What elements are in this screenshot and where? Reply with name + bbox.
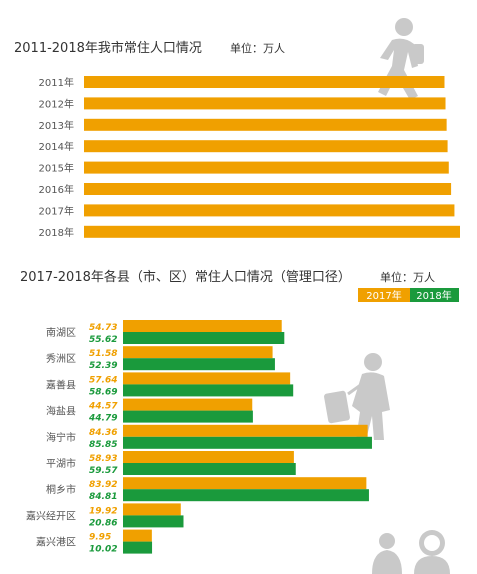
y-tick-label: 秀洲区: [46, 353, 76, 365]
bar-2018-0: [123, 332, 285, 344]
data-label: 453.10: [85, 79, 121, 89]
data-label: 461.40: [85, 186, 121, 196]
bar-total-7: [84, 225, 460, 238]
bar-2018-7: [123, 515, 184, 528]
chart2-title: 2017-2018年各县（市、区）常住人口情况（管理口径）: [20, 269, 351, 285]
bar-total-4: [84, 161, 449, 174]
y-tick-label: 海宁市: [46, 431, 76, 444]
chart2-plot: 南湖区 54.73 55.62 秀洲区 51.58 52.39 嘉善县 57.64 58.69 海…: [26, 320, 372, 555]
data-label: 44.57: [88, 402, 118, 412]
y-tick-label: 2018年: [39, 226, 74, 239]
legend-swatch-2018: [410, 288, 459, 302]
bar-2017-1: [123, 346, 273, 359]
y-tick-label: 2011年: [39, 76, 74, 89]
y-tick-label: 桐乡市: [46, 483, 76, 496]
data-label: 20.86: [89, 518, 117, 528]
data-label: 83.92: [89, 480, 117, 490]
y-tick-label: 2014年: [39, 140, 74, 153]
bar-total-0: [84, 76, 445, 88]
y-tick-label: 海盐县: [46, 405, 76, 418]
data-label: 472.60: [85, 229, 121, 239]
data-label: 10.02: [89, 545, 117, 555]
bar-2018-4: [123, 436, 372, 449]
bar-2017-3: [123, 398, 253, 411]
data-label: 455.80: [85, 122, 121, 132]
bar-2017-4: [123, 424, 368, 437]
data-label: 52.39: [89, 361, 117, 371]
y-tick-label: 南湖区: [46, 326, 76, 339]
y-tick-label: 2017年: [39, 204, 74, 217]
bar-total-6: [84, 204, 455, 217]
bar-total-1: [84, 97, 446, 110]
bar-2018-1: [123, 358, 275, 371]
data-label: 85.85: [89, 440, 117, 450]
data-label: 51.58: [89, 349, 117, 359]
y-tick-label: 嘉善县: [46, 378, 76, 391]
bar-total-3: [84, 140, 448, 153]
chart2-unit: 单位：万人: [380, 270, 435, 284]
bar-2018-6: [123, 489, 369, 502]
bar-2017-5: [123, 451, 294, 463]
y-tick-label: 2016年: [39, 183, 74, 196]
data-label: 44.79: [88, 414, 117, 424]
legend-label-2017: 2017年: [366, 289, 401, 302]
traveler-with-suitcase-icon: [324, 353, 390, 440]
legend: 2017年 2018年: [358, 288, 459, 302]
data-label: 54.73: [89, 323, 117, 333]
bar-2017-6: [123, 477, 367, 490]
bar-total-5: [84, 183, 452, 195]
y-tick-label: 平湖市: [46, 457, 76, 470]
bar-2017-2: [123, 372, 291, 385]
bar-2018-5: [123, 463, 296, 475]
data-label: 454.40: [85, 100, 121, 110]
data-label: 55.62: [89, 335, 117, 345]
y-tick-label: 2013年: [39, 119, 74, 132]
chart1-title: 2011-2018年我市常住人口情况: [14, 40, 202, 56]
bar-2017-7: [123, 503, 181, 516]
data-label: 84.81: [89, 492, 117, 502]
data-label: 457.00: [85, 143, 121, 153]
data-label: 9.95: [89, 533, 111, 543]
y-tick-label: 嘉兴经开区: [26, 509, 76, 522]
y-tick-label: 2012年: [39, 97, 74, 110]
data-label: 19.92: [89, 506, 117, 516]
data-label: 458.50: [85, 165, 121, 175]
bar-2018-2: [123, 384, 294, 397]
bar-2017-0: [123, 320, 282, 332]
bar-2018-3: [123, 410, 253, 423]
two-people-icon: [372, 530, 450, 574]
data-label: 58.69: [89, 387, 117, 397]
data-label: 58.93: [89, 454, 117, 464]
data-label: 84.36: [89, 428, 117, 438]
bar-2018-8: [123, 541, 153, 554]
y-tick-label: 2015年: [39, 162, 74, 175]
data-label: 57.64: [89, 375, 117, 385]
legend-label-2018: 2018年: [416, 289, 451, 302]
chart1-unit: 单位：万人: [230, 41, 285, 55]
y-tick-label: 嘉兴港区: [36, 536, 76, 549]
bar-total-2: [84, 118, 447, 131]
chart1-plot: 2011年 453.10 2012年 454.40 2013年 455.80 2014年 45…: [39, 76, 460, 239]
data-label: 465.60: [85, 207, 121, 217]
bar-2017-8: [123, 529, 152, 542]
data-label: 59.57: [89, 466, 118, 476]
legend-swatch-2017: [358, 288, 410, 302]
